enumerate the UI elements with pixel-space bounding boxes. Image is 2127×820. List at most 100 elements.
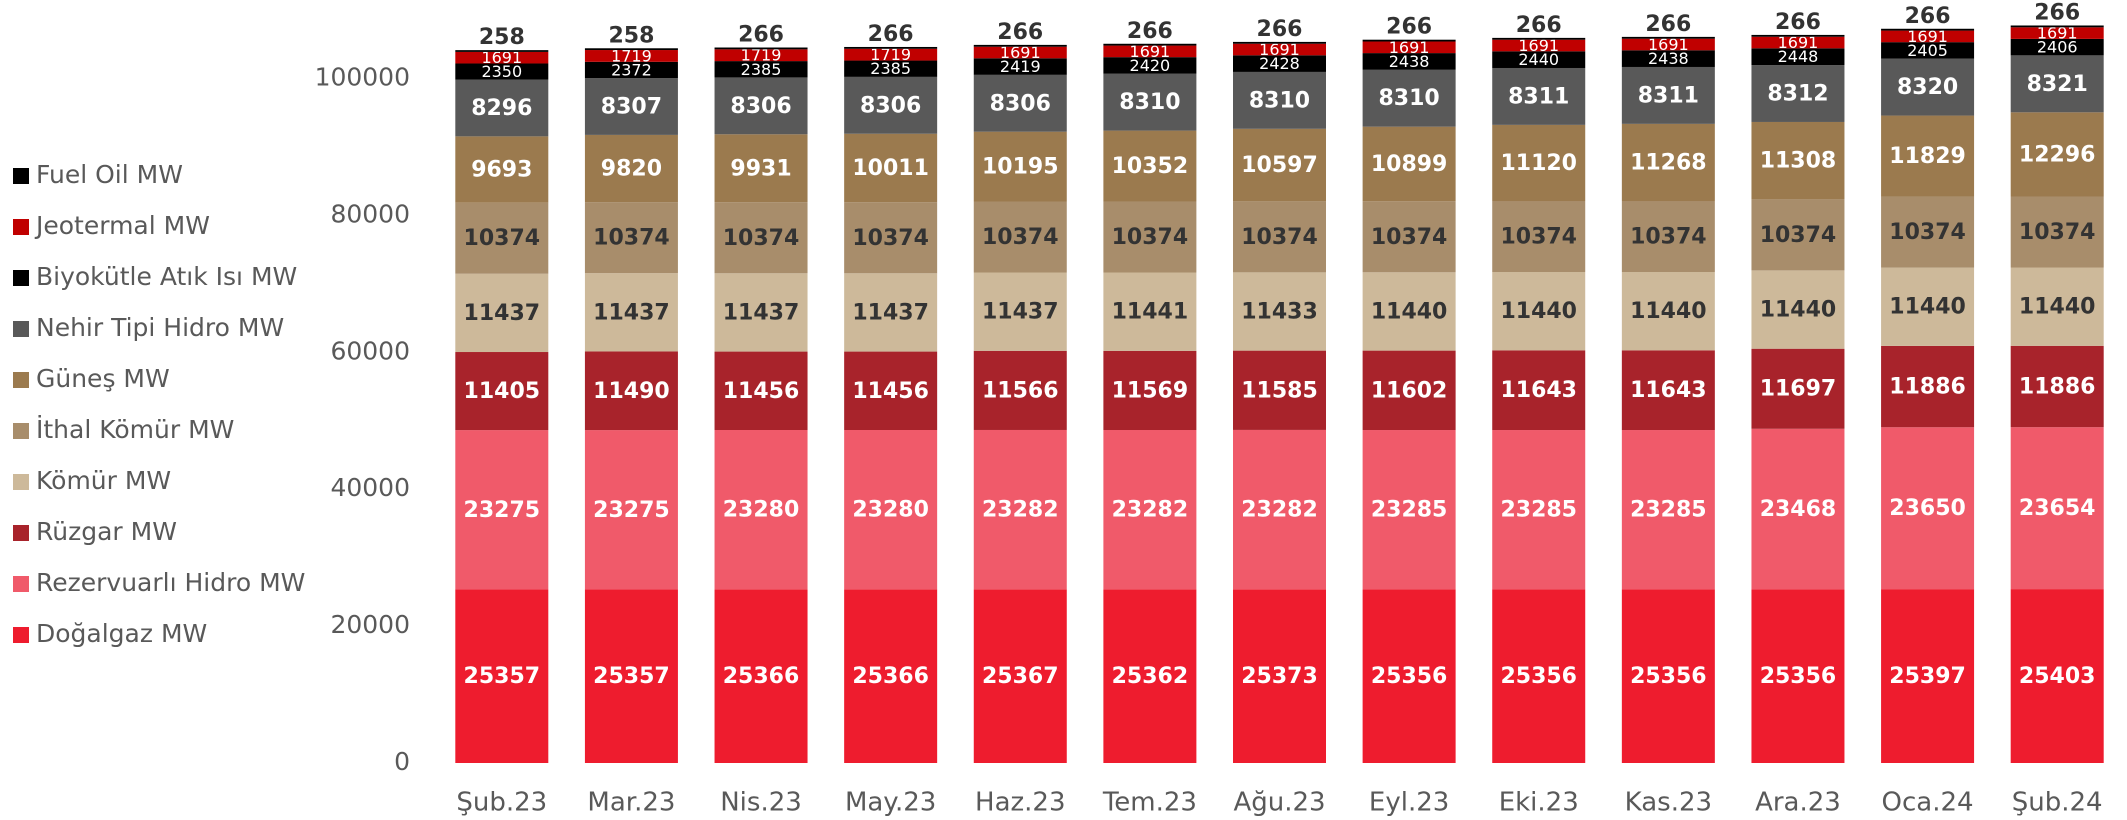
data-label: 266 <box>997 20 1043 45</box>
bar-segment <box>1362 201 1456 273</box>
bar-segment <box>844 48 938 61</box>
bar-segment <box>1492 37 1586 40</box>
data-label: 1719 <box>870 45 911 64</box>
bar-segment <box>1233 71 1326 129</box>
data-label: 8306 <box>990 91 1051 116</box>
bar-segment <box>1362 589 1456 763</box>
data-label: 11569 <box>1112 378 1189 403</box>
bar-segment <box>714 589 808 763</box>
data-label: 11440 <box>1760 298 1837 323</box>
bar-segment <box>714 77 808 135</box>
data-label: 10374 <box>1500 225 1577 250</box>
bar-segment <box>973 429 1067 590</box>
legend-label: Fuel Oil MW <box>36 160 183 189</box>
bar-segment <box>584 430 678 590</box>
data-label: 2438 <box>1648 49 1689 68</box>
x-tick-label: Ağu.23 <box>1233 788 1325 818</box>
bar-segment <box>844 133 938 203</box>
data-label: 25356 <box>1500 664 1577 689</box>
bar-segment <box>1492 124 1586 202</box>
bar-segment <box>1492 589 1586 763</box>
bar-segment <box>1233 201 1326 273</box>
data-label: 10374 <box>723 226 800 251</box>
x-tick-label: Mar.23 <box>587 788 675 818</box>
bar-segment <box>844 589 938 763</box>
x-tick-label: Nis.23 <box>720 788 802 818</box>
bar-segment <box>1103 272 1197 351</box>
data-label: 25356 <box>1371 664 1448 689</box>
data-label: 258 <box>608 23 654 48</box>
data-label: 25397 <box>1889 664 1966 689</box>
data-label: 23654 <box>2019 496 2096 521</box>
bar-segment <box>1492 201 1586 273</box>
data-label: 1691 <box>1518 36 1559 55</box>
legend-label: Biyokütle Atık Isı MW <box>36 262 297 291</box>
bar-segment <box>1492 430 1586 590</box>
data-label: 266 <box>738 23 784 48</box>
y-tick-label: 0 <box>394 747 410 776</box>
legend-swatch <box>13 474 29 490</box>
x-tick-label: Oca.24 <box>1882 788 1974 818</box>
bar-segment <box>455 50 549 52</box>
bar-segment <box>714 134 808 203</box>
bar-segment <box>844 60 938 77</box>
bar-segment <box>1233 429 1326 590</box>
bar-segment <box>1881 30 1975 43</box>
data-label: 8311 <box>1508 84 1569 109</box>
data-label: 25366 <box>852 664 929 689</box>
bar-segment <box>2010 345 2104 428</box>
data-label: 10374 <box>2019 220 2096 245</box>
data-label: 266 <box>2034 0 2080 25</box>
legend-label: Kömür MW <box>36 466 171 495</box>
bar-segment <box>973 201 1067 273</box>
bar-segment <box>1621 50 1715 67</box>
bar-segment <box>1751 428 1845 590</box>
bar-segment <box>1492 67 1586 125</box>
bar-segment <box>1881 115 1975 197</box>
data-label: 25367 <box>982 664 1059 689</box>
bar-segment <box>455 352 549 431</box>
legend-label: Doğalgaz MW <box>36 619 207 648</box>
data-label: 10195 <box>982 155 1059 180</box>
data-label: 8310 <box>1378 86 1439 111</box>
data-label: 11566 <box>982 378 1059 403</box>
legend-swatch <box>13 321 29 337</box>
data-label: 266 <box>1775 10 1821 35</box>
bar-segment <box>1621 430 1715 590</box>
bar-segment <box>1621 36 1715 39</box>
data-label: 11405 <box>464 379 541 404</box>
data-label: 11440 <box>2019 295 2096 320</box>
data-label: 10374 <box>1889 220 1966 245</box>
bar-segment <box>844 351 938 430</box>
data-label: 8310 <box>1119 90 1180 115</box>
x-tick-label: Tem.23 <box>1102 788 1197 818</box>
bar-segment <box>844 273 938 352</box>
bar-segment <box>1621 272 1715 351</box>
data-label: 11433 <box>1241 299 1318 324</box>
bar-segment <box>1362 272 1456 351</box>
data-label: 266 <box>1516 13 1562 38</box>
data-label: 1691 <box>1000 43 1041 62</box>
bar-segment <box>844 76 938 134</box>
bar-segment <box>1621 350 1715 431</box>
bar-segment <box>584 273 678 352</box>
data-label: 10374 <box>982 225 1059 250</box>
legend-swatch <box>13 627 29 643</box>
bar-segment <box>714 61 808 78</box>
x-tick-label: Şub.23 <box>456 788 547 818</box>
bar-segment <box>1881 267 1975 346</box>
data-label: 2385 <box>741 60 782 79</box>
data-label: 2385 <box>870 59 911 78</box>
data-label: 11585 <box>1241 378 1318 403</box>
bar-segment <box>1621 201 1715 273</box>
bar-segment <box>714 202 808 274</box>
legend-swatch <box>13 423 29 439</box>
data-label: 1691 <box>1389 38 1430 57</box>
data-label: 11437 <box>982 300 1059 325</box>
bar-segment <box>584 202 678 274</box>
data-label: 12296 <box>2019 142 2096 167</box>
bar-segment <box>1751 48 1845 66</box>
bar-segment <box>2010 55 2104 113</box>
data-label: 258 <box>479 25 525 50</box>
bar-segment <box>1751 34 1845 37</box>
